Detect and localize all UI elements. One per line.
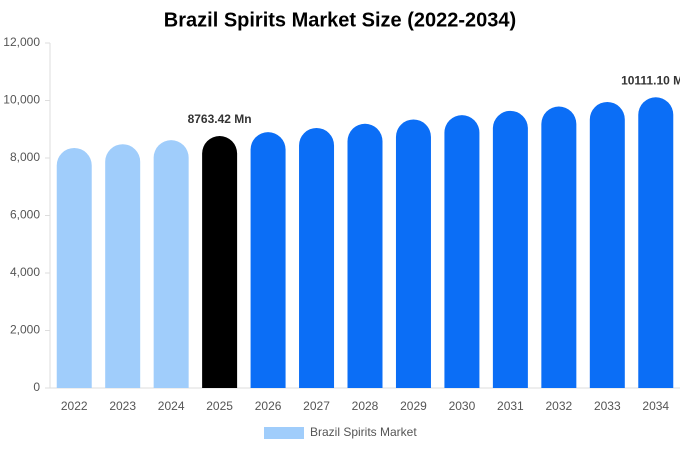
x-tick-label: 2033 — [594, 399, 621, 413]
legend-label: Brazil Spirits Market — [310, 425, 417, 439]
x-tick-label: 2031 — [497, 399, 524, 413]
bar — [105, 144, 141, 388]
y-tick-label: 4,000 — [10, 265, 40, 279]
x-tick-label: 2025 — [206, 399, 233, 413]
legend-swatch — [264, 427, 304, 439]
y-tick-label: 0 — [33, 380, 40, 394]
bar — [153, 140, 189, 388]
bar — [56, 147, 92, 388]
chart-title: Brazil Spirits Market Size (2022-2034) — [164, 9, 516, 31]
y-tick-label: 2,000 — [10, 323, 40, 337]
x-tick-label: 2032 — [545, 399, 572, 413]
bar — [492, 110, 528, 388]
x-tick-label: 2026 — [255, 399, 282, 413]
bar — [299, 127, 335, 389]
bar — [589, 101, 625, 388]
x-tick-label: 2022 — [61, 399, 88, 413]
x-tick-label: 2023 — [109, 399, 136, 413]
x-tick-label: 2024 — [158, 399, 185, 413]
y-tick-label: 8,000 — [10, 150, 40, 164]
bar — [444, 115, 480, 388]
x-tick-label: 2034 — [642, 399, 669, 413]
bar — [250, 132, 286, 388]
bar — [638, 97, 674, 389]
y-tick-label: 6,000 — [10, 208, 40, 222]
bar — [541, 106, 577, 388]
y-tick-label: 12,000 — [3, 35, 40, 49]
y-tick-label: 10,000 — [3, 93, 40, 107]
bar — [202, 136, 238, 388]
x-tick-label: 2027 — [303, 399, 330, 413]
x-tick-label: 2028 — [352, 399, 379, 413]
bar — [395, 119, 431, 388]
value-label: 8763.42 Mn — [188, 112, 252, 126]
x-tick-label: 2029 — [400, 399, 427, 413]
bar — [347, 123, 383, 389]
x-tick-label: 2030 — [449, 399, 476, 413]
value-label: 10111.10 Mn — [621, 73, 680, 87]
